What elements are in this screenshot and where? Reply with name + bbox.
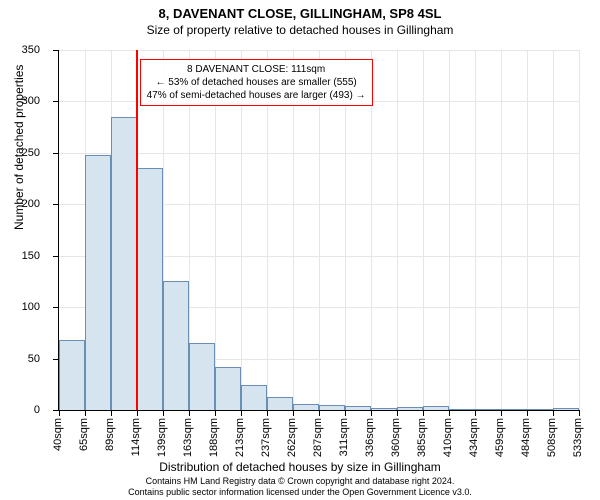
x-tick	[475, 410, 476, 416]
x-tick	[553, 410, 554, 416]
histogram-bar	[163, 281, 189, 410]
y-tick-label: 50	[0, 353, 40, 365]
x-tick	[215, 410, 216, 416]
histogram-bar	[59, 340, 85, 410]
x-tick-label: 459sqm	[494, 418, 506, 457]
x-tick	[293, 410, 294, 416]
histogram-bar	[319, 405, 345, 410]
y-tick-label: 300	[0, 95, 40, 107]
histogram-bar	[397, 407, 423, 410]
histogram-bar	[501, 409, 527, 410]
histogram-bar	[215, 367, 241, 410]
histogram-bar	[527, 409, 553, 410]
histogram-chart: 8 DAVENANT CLOSE: 111sqm← 53% of detache…	[58, 50, 578, 410]
annotation-line: 47% of semi-detached houses are larger (…	[147, 89, 366, 102]
footer-attribution: Contains HM Land Registry data © Crown c…	[0, 476, 600, 498]
x-tick	[137, 410, 138, 416]
gridline-v	[527, 50, 528, 410]
histogram-bar	[111, 117, 137, 410]
title-main: 8, DAVENANT CLOSE, GILLINGHAM, SP8 4SL	[0, 0, 600, 21]
gridline-v	[553, 50, 554, 410]
x-tick	[371, 410, 372, 416]
x-tick-label: 65sqm	[78, 418, 90, 451]
y-tick	[53, 256, 59, 257]
histogram-bar	[267, 397, 293, 410]
x-tick-label: 237sqm	[260, 418, 272, 457]
x-tick	[111, 410, 112, 416]
x-tick-label: 213sqm	[234, 418, 246, 457]
y-tick	[53, 204, 59, 205]
x-tick-label: 262sqm	[286, 418, 298, 457]
x-tick	[527, 410, 528, 416]
y-tick-label: 250	[0, 147, 40, 159]
annotation-line: 8 DAVENANT CLOSE: 111sqm	[147, 63, 366, 76]
histogram-bar	[241, 385, 267, 410]
x-tick	[267, 410, 268, 416]
histogram-bar	[293, 404, 319, 410]
x-tick	[189, 410, 190, 416]
histogram-bar	[449, 409, 475, 410]
y-tick	[53, 307, 59, 308]
x-tick	[241, 410, 242, 416]
gridline-v	[475, 50, 476, 410]
gridline-v	[449, 50, 450, 410]
x-tick-label: 139sqm	[156, 418, 168, 457]
x-tick	[579, 410, 580, 416]
gridline-v	[423, 50, 424, 410]
annotation-line: ← 53% of detached houses are smaller (55…	[147, 76, 366, 89]
x-tick	[501, 410, 502, 416]
histogram-bar	[345, 406, 371, 410]
gridline-v	[501, 50, 502, 410]
histogram-bar	[371, 408, 397, 410]
y-tick-label: 0	[0, 404, 40, 416]
x-tick-label: 385sqm	[416, 418, 428, 457]
y-tick-label: 200	[0, 198, 40, 210]
x-tick	[85, 410, 86, 416]
histogram-bar	[85, 155, 111, 410]
histogram-bar	[137, 168, 163, 410]
histogram-bar	[189, 343, 215, 410]
x-tick	[423, 410, 424, 416]
x-axis-label: Distribution of detached houses by size …	[0, 460, 600, 474]
y-tick-label: 100	[0, 301, 40, 313]
gridline-v	[397, 50, 398, 410]
y-tick	[53, 101, 59, 102]
x-tick-label: 114sqm	[130, 418, 142, 456]
y-tick-label: 350	[0, 44, 40, 56]
histogram-bar	[423, 406, 449, 410]
x-tick	[449, 410, 450, 416]
footer-line1: Contains HM Land Registry data © Crown c…	[0, 476, 600, 487]
x-tick-label: 508sqm	[546, 418, 558, 457]
histogram-bar	[553, 408, 579, 410]
plot-area: 8 DAVENANT CLOSE: 111sqm← 53% of detache…	[58, 50, 579, 411]
y-tick	[53, 50, 59, 51]
property-marker-line	[136, 50, 138, 410]
x-tick	[163, 410, 164, 416]
x-tick	[319, 410, 320, 416]
x-tick-label: 89sqm	[104, 418, 116, 451]
x-tick-label: 287sqm	[312, 418, 324, 457]
x-tick-label: 311sqm	[338, 418, 350, 456]
x-tick-label: 434sqm	[468, 418, 480, 457]
x-tick-label: 410sqm	[442, 418, 454, 457]
x-tick-label: 533sqm	[572, 418, 584, 457]
title-sub: Size of property relative to detached ho…	[0, 21, 600, 37]
x-tick	[59, 410, 60, 416]
y-tick	[53, 153, 59, 154]
y-tick-label: 150	[0, 250, 40, 262]
x-tick-label: 336sqm	[364, 418, 376, 457]
x-tick-label: 188sqm	[208, 418, 220, 457]
x-tick-label: 40sqm	[52, 418, 64, 451]
gridline-v	[579, 50, 580, 410]
x-tick	[345, 410, 346, 416]
histogram-bar	[475, 409, 501, 410]
footer-line2: Contains public sector information licen…	[0, 487, 600, 498]
x-tick-label: 360sqm	[390, 418, 402, 457]
x-tick-label: 484sqm	[520, 418, 532, 457]
x-tick	[397, 410, 398, 416]
annotation-box: 8 DAVENANT CLOSE: 111sqm← 53% of detache…	[140, 59, 373, 106]
x-tick-label: 163sqm	[182, 418, 194, 457]
